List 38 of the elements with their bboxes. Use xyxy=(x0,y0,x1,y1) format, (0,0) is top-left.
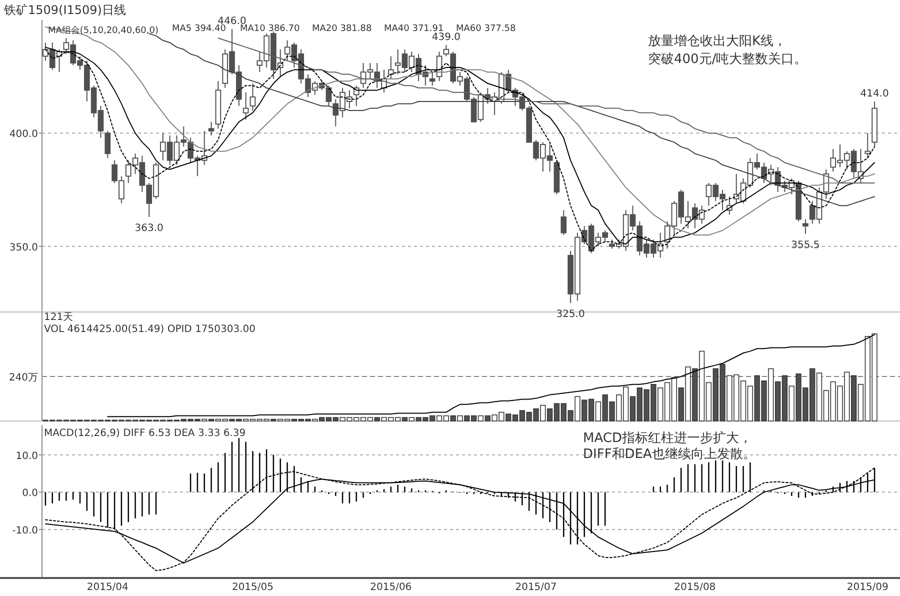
candlestick xyxy=(388,56,394,80)
annotation: MA10 386.70 xyxy=(240,24,300,34)
annotation: 突破400元/吨大整数关口。 xyxy=(648,52,808,67)
annotation: 414.0 xyxy=(860,88,889,100)
x-tick-label: 2015/05 xyxy=(232,582,274,593)
x-tick-label: 2015/09 xyxy=(846,582,888,593)
candlestick xyxy=(208,121,214,136)
candlestick xyxy=(864,132,871,159)
y-tick-label: 350.0 xyxy=(9,242,38,254)
annotation: MA40 371.91 xyxy=(384,24,444,34)
ref-line-label: 240万 xyxy=(8,372,38,384)
candlestick xyxy=(429,72,436,86)
annotation: MACD(12,26,9) DIFF 6.53 DEA 3.33 6.39 xyxy=(44,428,246,439)
annotation: MACD指标红柱进一步扩大， xyxy=(583,431,752,446)
annotation: VOL 4614425.00(51.49) OPID 1750303.00 xyxy=(44,324,256,335)
y-tick-label: -10.0 xyxy=(12,525,38,536)
candlestick xyxy=(560,210,567,236)
annotation: 355.5 xyxy=(791,240,820,251)
text: 121天 xyxy=(44,312,74,323)
annotation: 363.0 xyxy=(134,222,164,234)
annotation: 439.0 xyxy=(432,32,460,43)
y-tick-label: 400.0 xyxy=(9,129,38,140)
chart-title: 铁矿1509(I1509)日线 xyxy=(3,3,126,17)
x-tick-label: 2015/06 xyxy=(370,582,412,593)
candlestick xyxy=(250,82,256,112)
y-tick-label: 0.0 xyxy=(22,488,38,500)
annotation: DIFF和DEA也继续向上发散。 xyxy=(583,447,756,462)
x-tick-label: 2015/04 xyxy=(86,582,128,593)
candlestick xyxy=(104,130,111,159)
annotation: 放量增仓收出大阳K线， xyxy=(648,34,787,49)
annotation: MA20 381.88 xyxy=(312,24,372,34)
candlestick xyxy=(242,92,249,120)
x-tick-label: 2015/08 xyxy=(674,582,716,593)
candlestick xyxy=(802,218,808,234)
annotation: MA60 377.58 xyxy=(456,24,516,34)
x-tick-label: 2015/07 xyxy=(515,582,557,593)
annotation: 325.0 xyxy=(556,308,585,320)
y-tick-label: 10.0 xyxy=(16,450,38,462)
